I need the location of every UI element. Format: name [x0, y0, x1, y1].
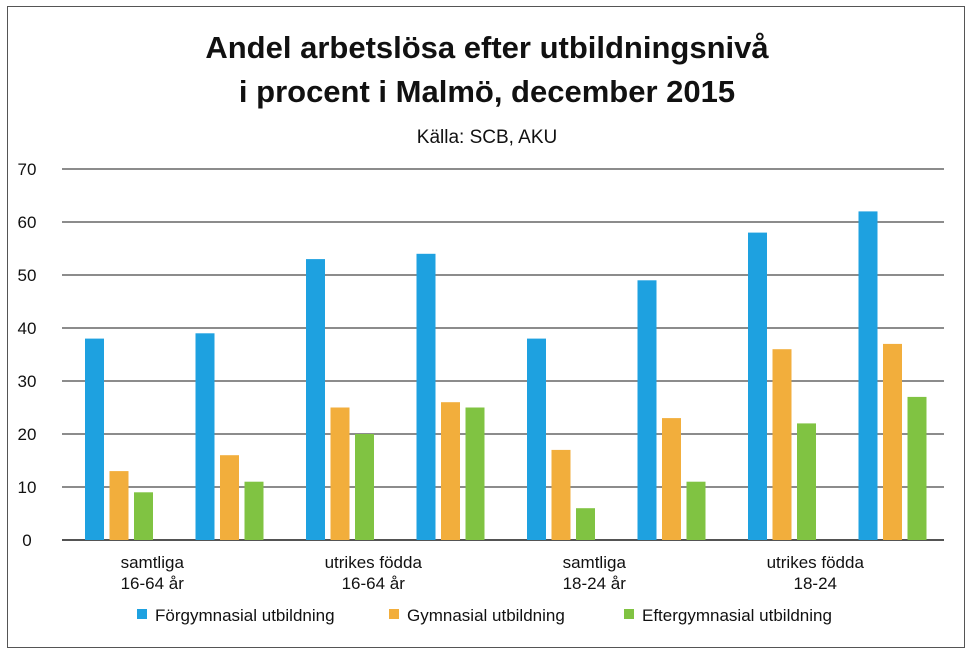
- bar-2-group-1: [109, 471, 129, 540]
- bar-2-group-4: [441, 402, 460, 540]
- legend: Förgymnasial utbildning Gymnasial utbildn…: [137, 606, 832, 625]
- bar-2-group-5: [551, 449, 571, 540]
- bar-3-group-3: [355, 434, 374, 540]
- chart-title-line-2: i procent i Malmö, december 2015: [239, 74, 735, 109]
- category-label-3: samtliga 18-24 år: [563, 553, 627, 593]
- bar-2-group-3: [330, 407, 350, 540]
- bar-3-group-4: [465, 407, 485, 540]
- y-tick-label-60: 60: [18, 213, 37, 232]
- y-tick-label-50: 50: [18, 266, 37, 285]
- bar-1-group-5: [527, 338, 546, 540]
- y-tick-label-30: 30: [18, 372, 37, 391]
- bar-2-group-8: [883, 343, 902, 540]
- y-tick-label-10: 10: [18, 478, 37, 497]
- bar-1-group-2: [195, 333, 215, 540]
- y-tick-label-70: 70: [18, 160, 37, 179]
- legend-label-3: Eftergymnasial utbildning: [642, 606, 832, 625]
- bar-1-group-3: [306, 259, 325, 540]
- bar-1-group-4: [416, 253, 436, 541]
- y-tick-label-20: 20: [18, 425, 37, 444]
- y-axis-tick-labels: 0 10 20 30 40 50 60 70: [18, 160, 37, 550]
- y-tick-label-40: 40: [18, 319, 37, 338]
- legend-swatch-2: [389, 609, 399, 619]
- legend-swatch-1: [137, 609, 147, 619]
- category-labels: samtliga 16-64 år utrikes födda 16-64 år sam…: [121, 553, 865, 593]
- bar-1-group-7: [748, 232, 767, 540]
- category-label-4: utrikes födda 18-24: [767, 553, 865, 593]
- legend-label-1: Förgymnasial utbildning: [155, 606, 335, 625]
- chart-subtitle: Källa: SCB, AKU: [417, 127, 557, 148]
- legend-swatch-3: [624, 609, 634, 619]
- bar-3-group-5: [576, 508, 595, 540]
- bar-1-group-1: [85, 338, 104, 540]
- bars: [85, 211, 927, 541]
- bar-3-group-2: [244, 481, 264, 540]
- category-label-2: utrikes födda 16-64 år: [325, 553, 423, 593]
- bar-3-group-7: [797, 423, 816, 540]
- chart-title-line-1: Andel arbetslösa efter utbildningsnivå: [205, 30, 769, 65]
- bar-1-group-8: [858, 211, 878, 540]
- category-label-1: samtliga 16-64 år: [121, 553, 185, 593]
- chart-frame: [7, 6, 965, 648]
- y-tick-label-0: 0: [22, 531, 31, 550]
- bar-2-group-2: [220, 455, 239, 540]
- bar-3-group-6: [686, 481, 706, 540]
- bar-3-group-1: [134, 492, 153, 540]
- bar-2-group-7: [772, 349, 792, 540]
- bar-1-group-6: [637, 280, 657, 540]
- bar-2-group-6: [662, 418, 681, 540]
- legend-label-2: Gymnasial utbildning: [407, 606, 565, 625]
- bar-3-group-8: [907, 396, 927, 540]
